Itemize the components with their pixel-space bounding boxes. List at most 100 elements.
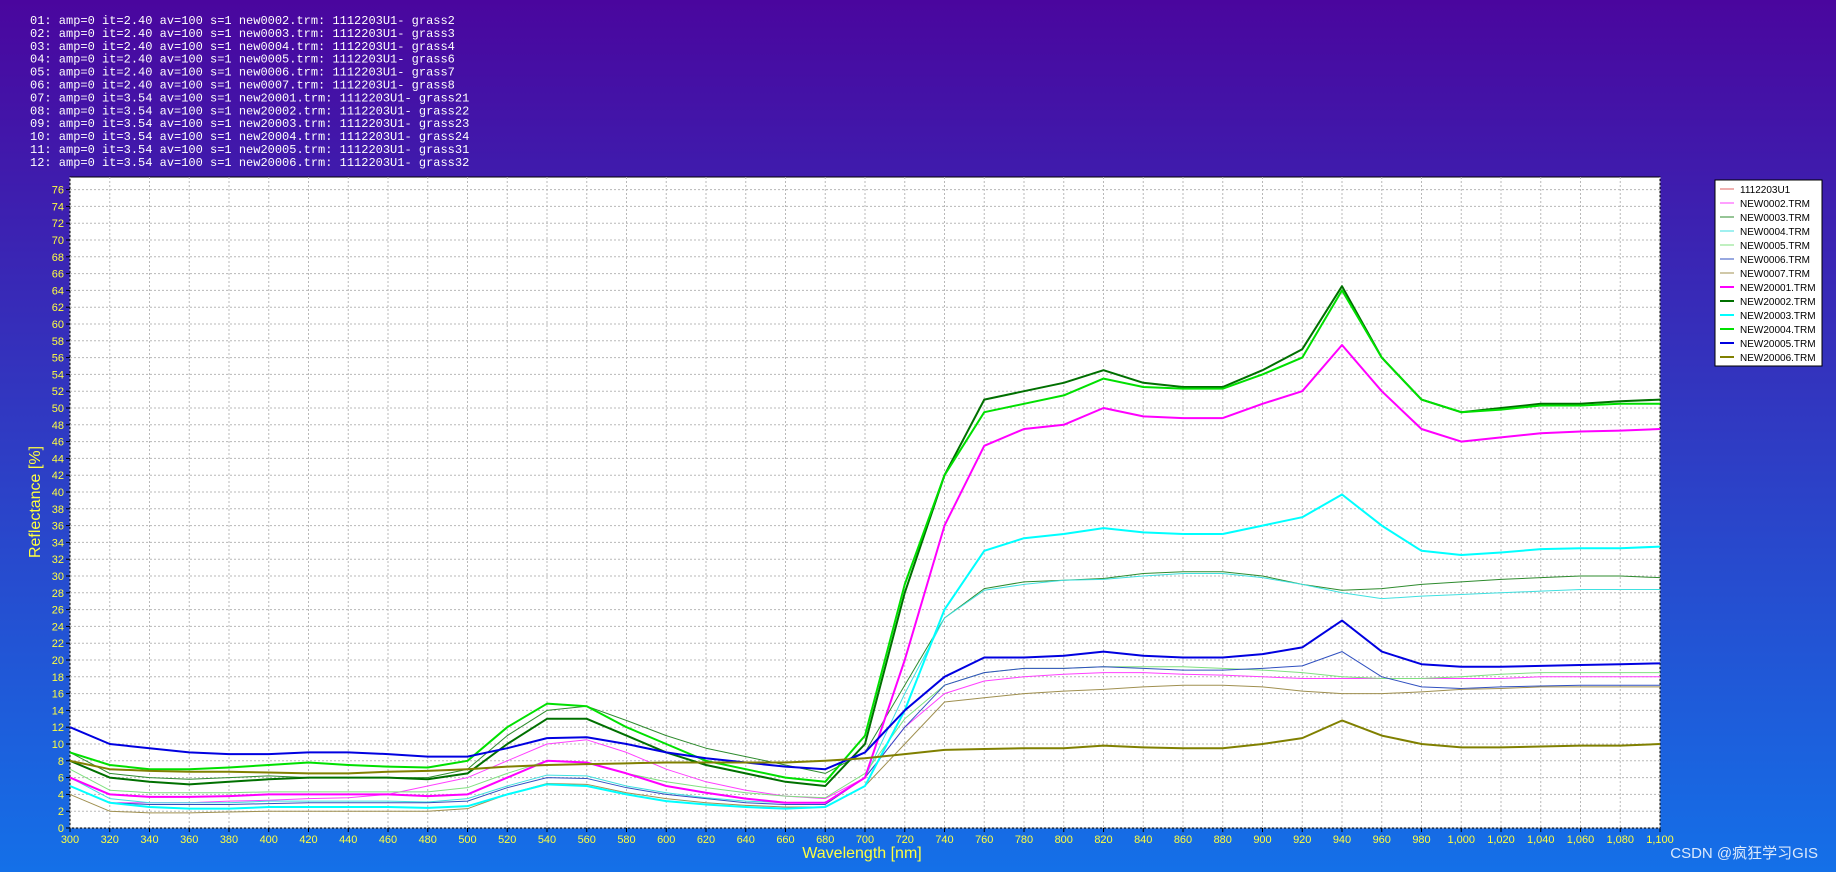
y-tick-label: 4 — [58, 789, 64, 801]
x-tick-label: 640 — [737, 834, 755, 846]
y-tick-label: 0 — [58, 823, 64, 835]
series-line — [69, 666, 1660, 799]
x-tick-label: 1,080 — [1606, 834, 1634, 846]
x-tick-label: 1,100 — [1646, 834, 1674, 846]
x-tick-label: 320 — [101, 834, 119, 846]
y-tick-label: 34 — [52, 537, 64, 549]
y-tick-label: 48 — [52, 420, 64, 432]
header-line: 11: amp=0 it=3.54 av=100 s=1 new20005.tr… — [30, 143, 469, 157]
x-tick-label: 760 — [975, 834, 993, 846]
legend-label: NEW0003.TRM — [1740, 213, 1810, 224]
x-tick-label: 300 — [61, 834, 79, 846]
x-tick-label: 1,000 — [1447, 834, 1475, 846]
y-tick-label: 22 — [52, 638, 64, 650]
legend-label: NEW20002.TRM — [1740, 297, 1816, 308]
series-line — [69, 289, 1660, 783]
y-tick-label: 52 — [52, 386, 64, 398]
y-tick-label: 76 — [52, 185, 64, 197]
x-tick-label: 580 — [617, 834, 635, 846]
x-tick-label: 660 — [776, 834, 794, 846]
series-line — [69, 344, 1661, 804]
y-tick-label: 58 — [52, 336, 64, 348]
x-tick-label: 880 — [1214, 834, 1232, 846]
x-tick-label: 780 — [1015, 834, 1033, 846]
x-tick-label: 720 — [896, 834, 914, 846]
y-tick-label: 28 — [52, 588, 64, 600]
header-line: 01: amp=0 it=2.40 av=100 s=1 new0002.trm… — [30, 14, 455, 28]
header-line: 04: amp=0 it=2.40 av=100 s=1 new0005.trm… — [30, 53, 455, 67]
watermark: CSDN @疯狂学习GIS — [1670, 845, 1818, 862]
y-tick-label: 54 — [52, 369, 64, 381]
x-tick-label: 420 — [299, 834, 317, 846]
x-tick-label: 740 — [935, 834, 953, 846]
y-tick-label: 50 — [52, 403, 64, 415]
y-tick-label: 44 — [52, 453, 64, 465]
y-tick-label: 24 — [52, 621, 64, 633]
x-tick-label: 680 — [816, 834, 834, 846]
legend-label: NEW20001.TRM — [1740, 283, 1816, 294]
legend-label: NEW20003.TRM — [1740, 311, 1816, 322]
x-tick-label: 400 — [260, 834, 278, 846]
x-tick-label: 840 — [1134, 834, 1152, 846]
y-tick-label: 36 — [52, 521, 64, 533]
x-tick-label: 440 — [339, 834, 357, 846]
x-tick-label: 820 — [1094, 834, 1112, 846]
series-line — [69, 719, 1661, 775]
x-tick-label: 980 — [1412, 834, 1430, 846]
x-tick-label: 900 — [1253, 834, 1271, 846]
x-tick-label: 860 — [1174, 834, 1192, 846]
x-tick-label: 620 — [697, 834, 715, 846]
legend-label: NEW20005.TRM — [1740, 339, 1816, 350]
x-tick-label: 560 — [578, 834, 596, 846]
y-tick-label: 26 — [52, 605, 64, 617]
legend-label: NEW0005.TRM — [1740, 241, 1810, 252]
x-tick-label: 1,040 — [1527, 834, 1555, 846]
x-tick-label: 700 — [856, 834, 874, 846]
header-line: 07: amp=0 it=3.54 av=100 s=1 new20001.tr… — [30, 91, 469, 105]
y-tick-label: 64 — [52, 285, 64, 297]
header-line: 06: amp=0 it=2.40 av=100 s=1 new0007.trm… — [30, 79, 455, 93]
legend-label: NEW0007.TRM — [1740, 269, 1810, 280]
x-tick-label: 460 — [379, 834, 397, 846]
header-line: 08: amp=0 it=3.54 av=100 s=1 new20002.tr… — [30, 104, 469, 118]
y-tick-label: 6 — [58, 773, 64, 785]
x-tick-label: 1,020 — [1487, 834, 1515, 846]
y-tick-label: 10 — [52, 739, 64, 751]
y-tick-label: 2 — [58, 806, 64, 818]
y-tick-label: 30 — [52, 571, 64, 583]
header-line: 12: amp=0 it=3.54 av=100 s=1 new20006.tr… — [30, 156, 469, 170]
y-tick-label: 40 — [52, 487, 64, 499]
x-axis-title: Wavelength [nm] — [802, 845, 921, 862]
x-tick-label: 340 — [140, 834, 158, 846]
x-tick-label: 360 — [180, 834, 198, 846]
y-tick-label: 8 — [58, 756, 64, 768]
y-tick-label: 74 — [52, 201, 64, 213]
x-tick-label: 480 — [419, 834, 437, 846]
legend-label: NEW20004.TRM — [1740, 325, 1816, 336]
y-tick-label: 14 — [52, 705, 64, 717]
series-line — [69, 493, 1661, 810]
y-tick-label: 72 — [52, 218, 64, 230]
legend-label: NEW0006.TRM — [1740, 255, 1810, 266]
y-tick-label: 62 — [52, 302, 64, 314]
header-line: 03: amp=0 it=2.40 av=100 s=1 new0004.trm… — [30, 40, 455, 54]
y-tick-label: 70 — [52, 235, 64, 247]
header-line: 09: amp=0 it=3.54 av=100 s=1 new20003.tr… — [30, 117, 469, 131]
y-tick-label: 46 — [52, 437, 64, 449]
x-tick-label: 920 — [1293, 834, 1311, 846]
y-tick-label: 66 — [52, 269, 64, 281]
header-line: 02: amp=0 it=2.40 av=100 s=1 new0003.trm… — [30, 27, 455, 41]
y-tick-label: 68 — [52, 252, 64, 264]
x-tick-label: 960 — [1373, 834, 1391, 846]
grid — [69, 177, 1661, 829]
y-tick-label: 12 — [52, 722, 64, 734]
x-tick-label: 800 — [1055, 834, 1073, 846]
x-tick-label: 380 — [220, 834, 238, 846]
y-tick-label: 18 — [52, 672, 64, 684]
x-tick-label: 500 — [458, 834, 476, 846]
y-tick-label: 20 — [52, 655, 64, 667]
y-tick-label: 32 — [52, 554, 64, 566]
legend-label: NEW20006.TRM — [1740, 353, 1816, 364]
